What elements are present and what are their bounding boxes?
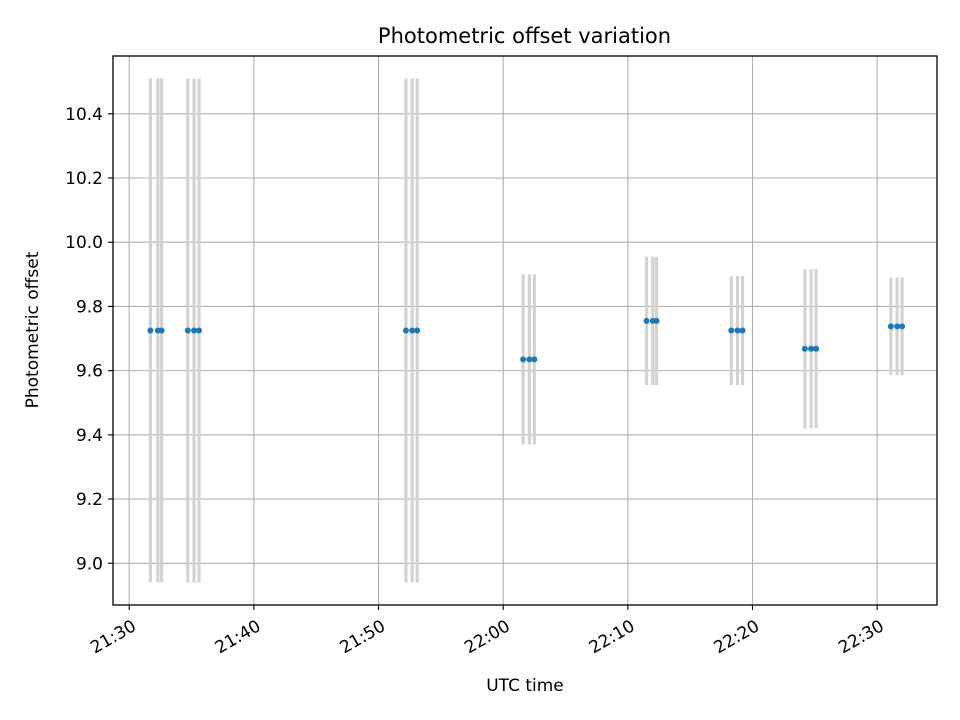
data-point [899, 323, 906, 330]
data-point [196, 327, 203, 334]
data-point [184, 327, 191, 334]
data-point [813, 345, 820, 352]
data-point [147, 327, 154, 334]
data-point [520, 356, 527, 363]
y-tick-label: 10.0 [65, 233, 103, 253]
data-point [402, 327, 409, 334]
data-point [894, 323, 901, 330]
data-point [728, 327, 735, 334]
data-point [414, 327, 421, 334]
grid [113, 56, 937, 605]
data-point [887, 323, 894, 330]
data-point [409, 327, 416, 334]
y-tick-label: 10.4 [65, 105, 103, 125]
y-tick-label: 9.0 [76, 554, 103, 574]
data-point [808, 345, 815, 352]
y-tick-label: 9.2 [76, 490, 103, 510]
plot-area-frame [112, 55, 938, 606]
x-axis-label: UTC time [486, 676, 564, 696]
chart-title: Photometric offset variation [378, 24, 671, 48]
data-point [531, 356, 538, 363]
y-axis-label: Photometric offset [23, 251, 43, 408]
y-tick-label: 9.4 [76, 426, 103, 446]
y-tick-label: 9.8 [76, 297, 103, 317]
data-point [526, 356, 533, 363]
data-point [739, 327, 746, 334]
data-point [643, 317, 650, 324]
y-tick-label: 9.6 [76, 362, 103, 382]
y-axis: 9.0 9.2 9.4 9.6 9.8 10.0 10.2 10.4 [65, 105, 113, 574]
data-point [801, 345, 808, 352]
y-tick-label: 10.2 [65, 169, 103, 189]
data-point [191, 327, 198, 334]
data-point [734, 327, 741, 334]
data-points [147, 317, 906, 363]
data-point [653, 317, 660, 324]
data-point [158, 327, 165, 334]
